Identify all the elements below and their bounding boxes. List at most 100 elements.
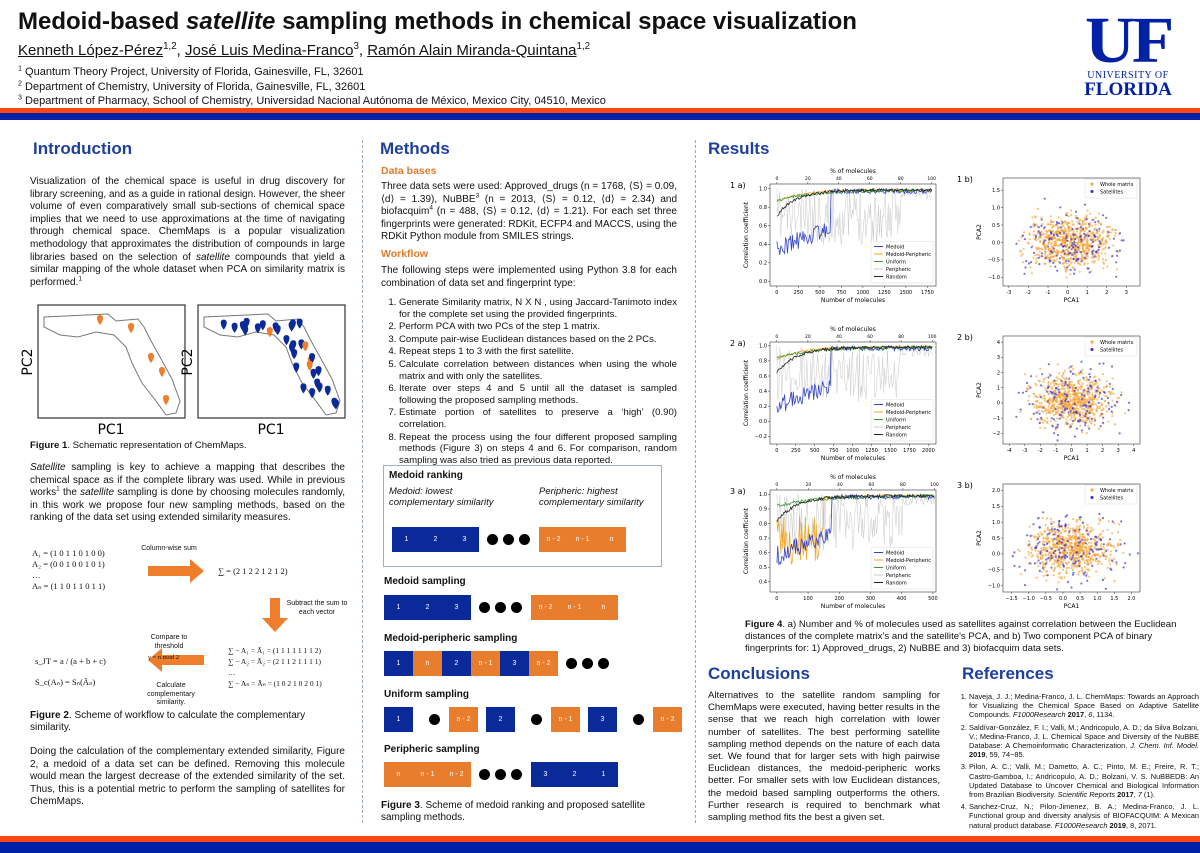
scatter-point [1100, 397, 1103, 401]
y-tick-label: 2.0 [992, 488, 1000, 494]
scatter-point [1048, 545, 1051, 549]
scatter-point [1052, 226, 1055, 229]
scatter-point [1053, 259, 1056, 262]
axis-label: PC2 [180, 348, 196, 375]
axis-frame [1002, 483, 1141, 593]
scatter-point [1083, 559, 1086, 562]
x-tick-label: 100 [803, 596, 813, 602]
scatter-point [1091, 528, 1095, 531]
legend-label: Peripheric [886, 573, 911, 579]
box-label: n - 1 [567, 604, 582, 611]
scatter-point [1095, 536, 1098, 539]
scatter-point [1086, 209, 1089, 212]
scatter-point [1074, 216, 1077, 219]
scatter-point [1077, 407, 1080, 410]
scatter-point [1083, 262, 1086, 265]
scatter-point [1064, 380, 1067, 383]
scatter-point [1061, 255, 1064, 258]
scatter-point [1079, 524, 1082, 527]
scatter-point [1056, 439, 1059, 442]
scatter-point [1111, 399, 1114, 402]
section-heading: Conclusions [708, 664, 811, 683]
scatter-point [1069, 365, 1072, 368]
scatter-point [1045, 535, 1049, 538]
text-run: 6 [1088, 710, 1093, 720]
vectors: A₁ = (1 0 1 1 0 1 0 0) A₂ = (0 0 1 0 0 1 … [32, 548, 105, 592]
top-tick-label: 60 [867, 334, 873, 340]
scatter-point [1088, 420, 1091, 423]
scatter-point [1062, 376, 1065, 379]
x-tick-label: 250 [794, 290, 804, 296]
sequence-box: n - 2 [449, 707, 478, 732]
scatter-point [1045, 236, 1048, 239]
scatter-point [1052, 543, 1055, 546]
scatter-point [1097, 254, 1100, 257]
x-tick-label: 1000 [846, 448, 859, 454]
dot [495, 769, 506, 780]
scatter-point [1069, 235, 1073, 238]
scatter-point [1070, 416, 1073, 419]
scatter-point [1043, 243, 1046, 246]
x-tick-label: 200 [834, 596, 844, 602]
scatter-point [1071, 220, 1074, 223]
y-tick-label: 0.5 [992, 536, 1000, 542]
paragraph: The following steps were implemented usi… [381, 265, 677, 290]
scatter-point [1049, 420, 1052, 423]
x-tick-label: 1000 [857, 290, 870, 296]
scatter-point [1083, 378, 1086, 381]
scatter-point [1118, 432, 1121, 435]
scatter-point [1070, 244, 1074, 247]
scatter-point [1058, 261, 1062, 264]
scatter-point [1040, 216, 1043, 219]
plot-tag: 3 a) [730, 487, 746, 496]
scatter-point [1042, 574, 1045, 577]
map-pin [315, 366, 322, 377]
scatter-point [1083, 407, 1086, 410]
scatter-point [1081, 411, 1084, 414]
legend-swatch [1090, 340, 1094, 344]
scatter-point [1108, 562, 1112, 565]
affiliation: 2 Department of Chemistry, University of… [18, 79, 365, 92]
scatter-point [1036, 400, 1039, 404]
scatter-point [1066, 239, 1069, 242]
scatter-point [1070, 248, 1073, 251]
scatter-point [1072, 266, 1075, 269]
scatter-point [1090, 541, 1093, 544]
scatter-point [1056, 588, 1059, 591]
scatter-point [1057, 395, 1060, 398]
scatter-point [1069, 258, 1072, 261]
scatter-point [1077, 241, 1080, 244]
scatter-point [1055, 233, 1058, 236]
separator [695, 140, 696, 823]
legend-label: Satellites [1100, 189, 1123, 195]
scatter-point [1064, 527, 1067, 530]
scatter-point [1076, 547, 1079, 550]
scatter-point [1052, 393, 1055, 396]
y-tick-label: 1.0 [992, 520, 1000, 526]
map-pin [314, 378, 321, 389]
scatter-point [1098, 393, 1101, 396]
scatter-point [1085, 252, 1089, 255]
plot-tag: 1 b) [957, 175, 973, 184]
scatter-point [1042, 380, 1045, 383]
scatter-point [1081, 569, 1084, 572]
scatter-point [1066, 222, 1069, 225]
scatter-point [1074, 386, 1078, 389]
box-label: 1 [396, 660, 401, 667]
scatter-point [1047, 408, 1050, 411]
scatter-point [1040, 554, 1043, 557]
scatter-point [1057, 222, 1061, 225]
scatter-point [1059, 531, 1062, 534]
scatter-point [1098, 227, 1101, 230]
scatter-point [1061, 221, 1064, 224]
scatter-point [1018, 565, 1021, 568]
scatter-point [1110, 410, 1113, 413]
scatter-point [1101, 238, 1104, 241]
scatter-point [1037, 565, 1040, 568]
scatter-point [1066, 551, 1069, 555]
scatter-point [1067, 260, 1070, 263]
map-pin [159, 367, 165, 377]
sequence-box: 1 [392, 527, 421, 552]
scatter-point [1049, 223, 1052, 226]
text-run: 1 [56, 485, 60, 493]
